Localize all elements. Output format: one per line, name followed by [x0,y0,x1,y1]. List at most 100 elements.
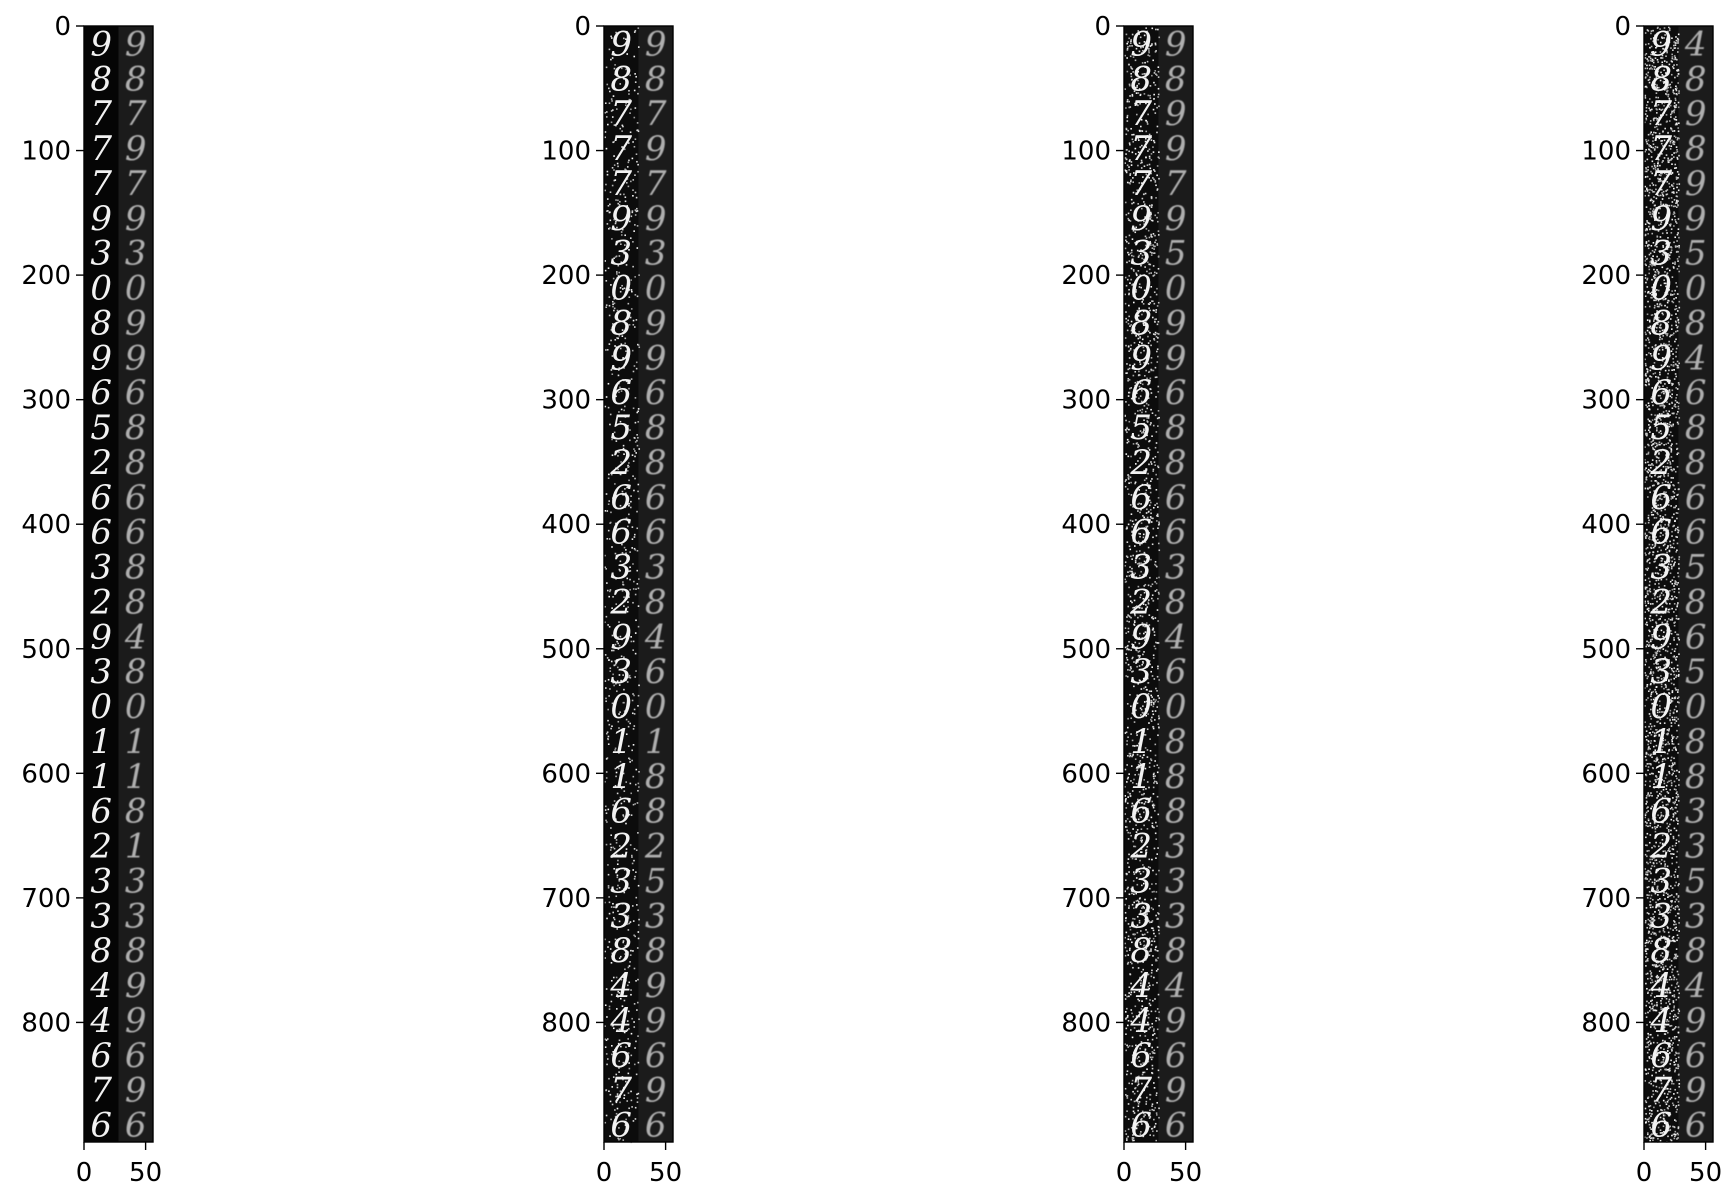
x-tick-label: 0 [1636,1158,1653,1188]
reconstructed-digit: 7 [645,164,667,204]
input-digit: 8 [90,59,112,99]
image-column-reconstruction [1158,26,1193,1142]
input-digit: 3 [90,896,112,936]
y-tick-label: 500 [541,635,591,665]
reconstructed-digit: 8 [1165,443,1187,483]
input-digit: 8 [1650,931,1672,971]
input-digit: 2 [609,827,632,867]
input-digit: 8 [1130,931,1152,971]
image-column-input [84,26,119,1142]
input-digit: 2 [1129,443,1152,483]
reconstructed-digit: 6 [1685,1106,1707,1146]
input-digit: 8 [610,59,632,99]
input-digit: 7 [1130,129,1152,169]
y-tick-label: 600 [1581,759,1631,789]
input-digit: 6 [1130,1106,1152,1146]
y-tick-label: 300 [21,386,71,416]
reconstructed-digit: 9 [645,24,667,64]
reconstructed-digit: 0 [125,269,147,309]
input-digit: 7 [90,94,112,134]
input-digit: 3 [1650,896,1672,936]
reconstructed-digit: 8 [125,548,147,588]
input-digit: 9 [90,338,112,378]
y-tick-label: 800 [1581,1008,1631,1038]
reconstructed-digit: 6 [125,478,147,518]
input-digit: 6 [610,513,632,553]
reconstructed-digit: 3 [1165,548,1187,588]
reconstructed-digit: 7 [645,94,667,134]
reconstructed-digit: 6 [1165,1106,1187,1146]
panel-4: 9877793089652663293011623384467648989950… [1581,12,1722,1188]
reconstructed-digit: 0 [125,687,147,727]
reconstructed-digit: 8 [1165,59,1187,99]
reconstructed-digit: 6 [125,1036,147,1076]
input-digit: 3 [90,861,112,901]
reconstructed-digit: 9 [125,966,147,1006]
y-tick-label: 700 [1581,884,1631,914]
reconstructed-digit: 9 [1685,1001,1707,1041]
y-tick-label: 200 [1061,261,1111,291]
reconstructed-digit: 5 [645,861,667,901]
input-digit: 3 [90,234,112,274]
input-digit: 4 [609,966,632,1006]
panel-2: 9877793089652663293011623384467698797930… [541,12,682,1188]
y-tick-label: 100 [21,137,71,167]
input-digit: 9 [1130,199,1152,239]
input-digit: 9 [1650,617,1672,657]
y-tick-label: 800 [1061,1008,1111,1038]
input-digit: 9 [610,199,632,239]
reconstructed-digit: 0 [645,269,667,309]
input-digit: 0 [1130,687,1152,727]
reconstructed-digit: 8 [645,582,667,622]
input-digit: 6 [90,1036,112,1076]
input-digit: 3 [90,652,112,692]
reconstructed-digit: 0 [1165,269,1187,309]
y-tick-label: 100 [1581,137,1631,167]
y-tick-label: 800 [541,1008,591,1038]
input-digit: 7 [1650,94,1672,134]
reconstructed-digit: 6 [1165,652,1187,692]
reconstructed-digit: 8 [1685,303,1707,343]
reconstructed-digit: 2 [644,827,667,867]
input-digit: 1 [1650,722,1672,762]
reconstructed-digit: 1 [125,722,147,762]
input-digit: 8 [610,931,632,971]
input-digit: 7 [610,164,632,204]
reconstructed-digit: 9 [645,303,667,343]
reconstructed-digit: 9 [645,1071,667,1111]
input-digit: 6 [1130,792,1152,832]
reconstructed-digit: 6 [1685,617,1707,657]
reconstructed-digit: 7 [1165,164,1187,204]
reconstructed-digit: 6 [645,1106,667,1146]
y-tick-label: 700 [541,884,591,914]
panel-3: 9877793089652663293011623384467698997950… [1061,12,1202,1188]
reconstructed-digit: 8 [125,59,147,99]
input-digit: 3 [1650,861,1672,901]
reconstructed-digit: 6 [645,1036,667,1076]
reconstructed-digit: 8 [645,59,667,99]
input-digit: 5 [1130,408,1152,448]
input-digit: 6 [1130,373,1152,413]
input-digit: 6 [1650,513,1672,553]
reconstructed-digit: 9 [1165,129,1187,169]
y-tick-label: 100 [1061,137,1111,167]
input-digit: 2 [1649,582,1672,622]
reconstructed-digit: 3 [125,234,147,274]
axes-frame [603,25,674,1143]
input-digit: 9 [90,199,112,239]
input-digit: 6 [1650,478,1672,518]
input-digit: 4 [1649,966,1672,1006]
input-digit: 0 [1650,269,1672,309]
input-digit: 1 [1650,757,1672,797]
input-digit: 3 [1130,861,1152,901]
axes-frame [83,25,154,1143]
input-digit: 9 [1650,338,1672,378]
reconstructed-digit: 9 [125,1001,147,1041]
reconstructed-digit: 6 [1165,513,1187,553]
reconstructed-digit: 3 [645,234,667,274]
y-tick-label: 100 [541,137,591,167]
y-tick-label: 200 [541,261,591,291]
axes-frame [1123,25,1194,1143]
reconstructed-digit: 8 [645,408,667,448]
